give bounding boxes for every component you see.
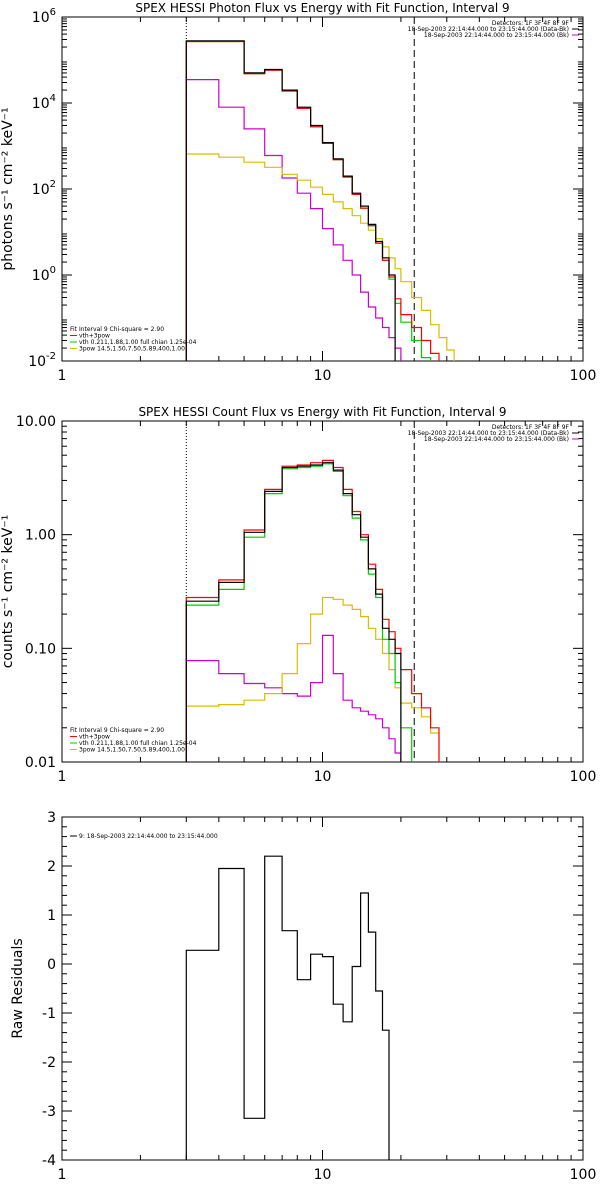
x-tick-label: 100 [570, 769, 597, 785]
legend-left-text: 3pow 14.5,1.50,7.50,5.89,400,1.00 [79, 346, 185, 353]
legend-left-text: vth+3pow [79, 333, 110, 340]
series-line-vth [185, 40, 432, 361]
legend-left-text: vth+3pow [79, 734, 110, 741]
legend-left-text: Fit Interval 9 Chi-square = 2.90 [70, 727, 164, 734]
residuals-panel: 1 10 100 -4 -3 -2 -1 0 1 2 3 Raw Residuals 9: 18-Sep… [10, 810, 596, 1183]
legend-right-text: 18-Sep-2003 22:14:44.000 to 23:15:44.000… [408, 430, 569, 437]
y-tick-label: 0 [47, 957, 56, 973]
series-line-background [185, 79, 402, 361]
x-tick-label: 100 [570, 368, 597, 384]
series-line-vth-3pow [185, 40, 440, 361]
legend-left-text: vth 0.211,1.88,1.00 full chian 1.25e-04 [79, 740, 197, 747]
y-tick-label: -4 [42, 1153, 56, 1169]
y-tick-label: 3 [47, 810, 56, 826]
x-tick-label: 10 [314, 368, 332, 384]
series-group [185, 459, 440, 762]
legend-right-text: Detectors: 1F 3F 4F 8F 9F [492, 424, 570, 431]
x-tick-label: 10 [314, 769, 332, 785]
series-line-3pow [185, 153, 455, 361]
series-line-background [185, 634, 402, 762]
x-tick-label: 1 [58, 1167, 67, 1183]
legend-left-text: vth 0.211,1.88,1.00 full chian 1.25e-04 [79, 339, 197, 346]
count-flux-panel: SPEX HESSI Count Flux vs Energy with Fit… [0, 405, 596, 785]
legend-left-text: Fit Interval 9 Chi-square = 2.90 [70, 326, 164, 333]
legend-left-text: 3pow 14.5,1.50,7.50,5.89,400,1.00 [79, 747, 185, 754]
y-tick-label: 102 [32, 179, 56, 198]
legend-right-text: 18-Sep-2003 22:14:44.000 to 23:15:44.000… [408, 26, 569, 33]
legend-left-text: 9: 18-Sep-2003 22:14:44.000 to 23:15:44.… [79, 833, 218, 840]
legend-right-text: Detectors: 1F 3F 4F 8F 9F [492, 20, 570, 27]
x-tick-label: 100 [570, 1167, 597, 1183]
y-tick-label: 1 [47, 908, 56, 924]
series-group [185, 40, 455, 361]
chart-title: SPEX HESSI Photon Flux vs Energy with Fi… [135, 1, 509, 15]
y-tick-label: 0.01 [25, 755, 56, 771]
x-tick-label: 1 [58, 769, 67, 785]
photon-flux-panel: SPEX HESSI Photon Flux vs Energy with Fi… [0, 1, 596, 384]
y-tick-label: 10.00 [16, 414, 56, 430]
y-tick-label: 2 [47, 859, 56, 875]
series-line-data [185, 462, 402, 762]
plot-frame [61, 420, 584, 763]
y-tick-label: 100 [32, 265, 56, 284]
y-tick-label: 106 [32, 7, 56, 26]
x-tick-label: 10 [314, 1167, 332, 1183]
series-line-3pow [185, 596, 440, 762]
x-tick-label: 1 [58, 368, 67, 384]
chart-title: SPEX HESSI Count Flux vs Energy with Fit… [138, 405, 506, 419]
series-line-data [185, 40, 396, 361]
y-tick-label: 10-2 [28, 351, 56, 370]
y-axis-label: photons s⁻¹ cm⁻² keV⁻¹ [0, 107, 16, 270]
y-axis-label: Raw Residuals [10, 938, 26, 1038]
series-line-9-18-sep-2003-22-14-44-000-to-23-15-44-000 [185, 855, 390, 1160]
legend-right-text: 18-Sep-2003 22:14:44.000 to 23:15:44.000… [424, 436, 569, 443]
y-tick-label: -3 [42, 1104, 56, 1120]
y-tick-label: 0.10 [25, 641, 56, 657]
plot-frame [61, 816, 584, 1161]
series-line-vth-3pow [185, 459, 440, 762]
y-tick-label: 1.00 [25, 528, 56, 544]
y-axis-label: counts s⁻¹ cm⁻² keV⁻¹ [0, 515, 16, 669]
legend-right-text: 18-Sep-2003 22:14:44.000 to 23:15:44.000… [424, 32, 569, 39]
y-tick-label: -1 [42, 1006, 56, 1022]
y-tick-label: 104 [32, 93, 56, 112]
y-tick-label: -2 [42, 1055, 56, 1071]
series-group [185, 855, 390, 1160]
